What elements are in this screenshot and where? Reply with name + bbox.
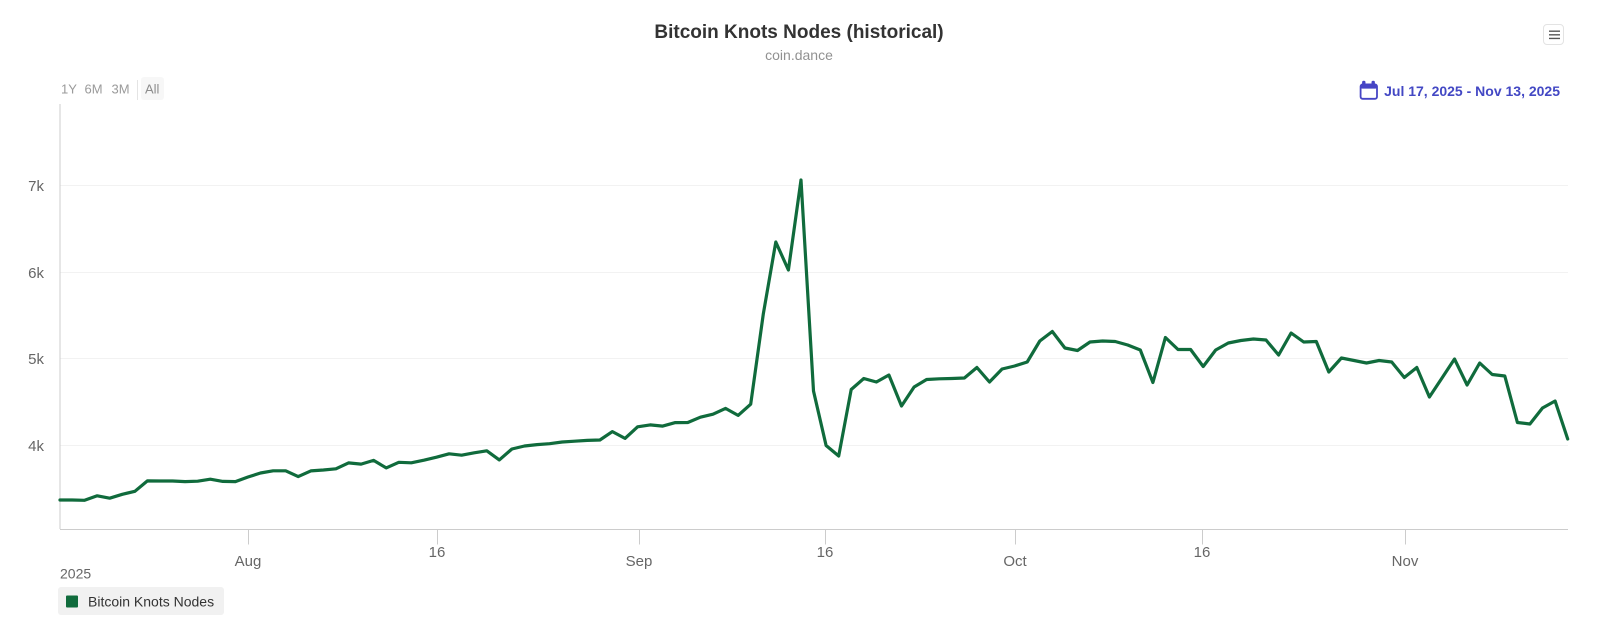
svg-text:Sep: Sep (626, 553, 653, 570)
svg-text:1Y: 1Y (61, 82, 77, 97)
svg-text:6M: 6M (85, 82, 103, 97)
svg-text:16: 16 (1194, 544, 1211, 561)
svg-text:2025: 2025 (60, 566, 91, 582)
svg-text:4k: 4k (28, 438, 44, 455)
svg-text:16: 16 (817, 544, 834, 561)
svg-text:Oct: Oct (1003, 553, 1027, 570)
svg-text:5k: 5k (28, 351, 44, 368)
svg-text:16: 16 (429, 544, 446, 561)
svg-text:6k: 6k (28, 265, 44, 282)
svg-text:Bitcoin Knots Nodes: Bitcoin Knots Nodes (88, 593, 214, 609)
svg-text:Aug: Aug (235, 553, 262, 570)
svg-text:Nov: Nov (1392, 553, 1419, 570)
svg-text:7k: 7k (28, 178, 44, 195)
svg-text:Jul 17, 2025 - Nov 13, 2025: Jul 17, 2025 - Nov 13, 2025 (1384, 83, 1560, 99)
svg-text:All: All (145, 82, 160, 97)
svg-text:3M: 3M (112, 82, 130, 97)
svg-text:Bitcoin Knots Nodes (historica: Bitcoin Knots Nodes (historical) (654, 22, 943, 43)
svg-text:coin.dance: coin.dance (765, 47, 833, 63)
